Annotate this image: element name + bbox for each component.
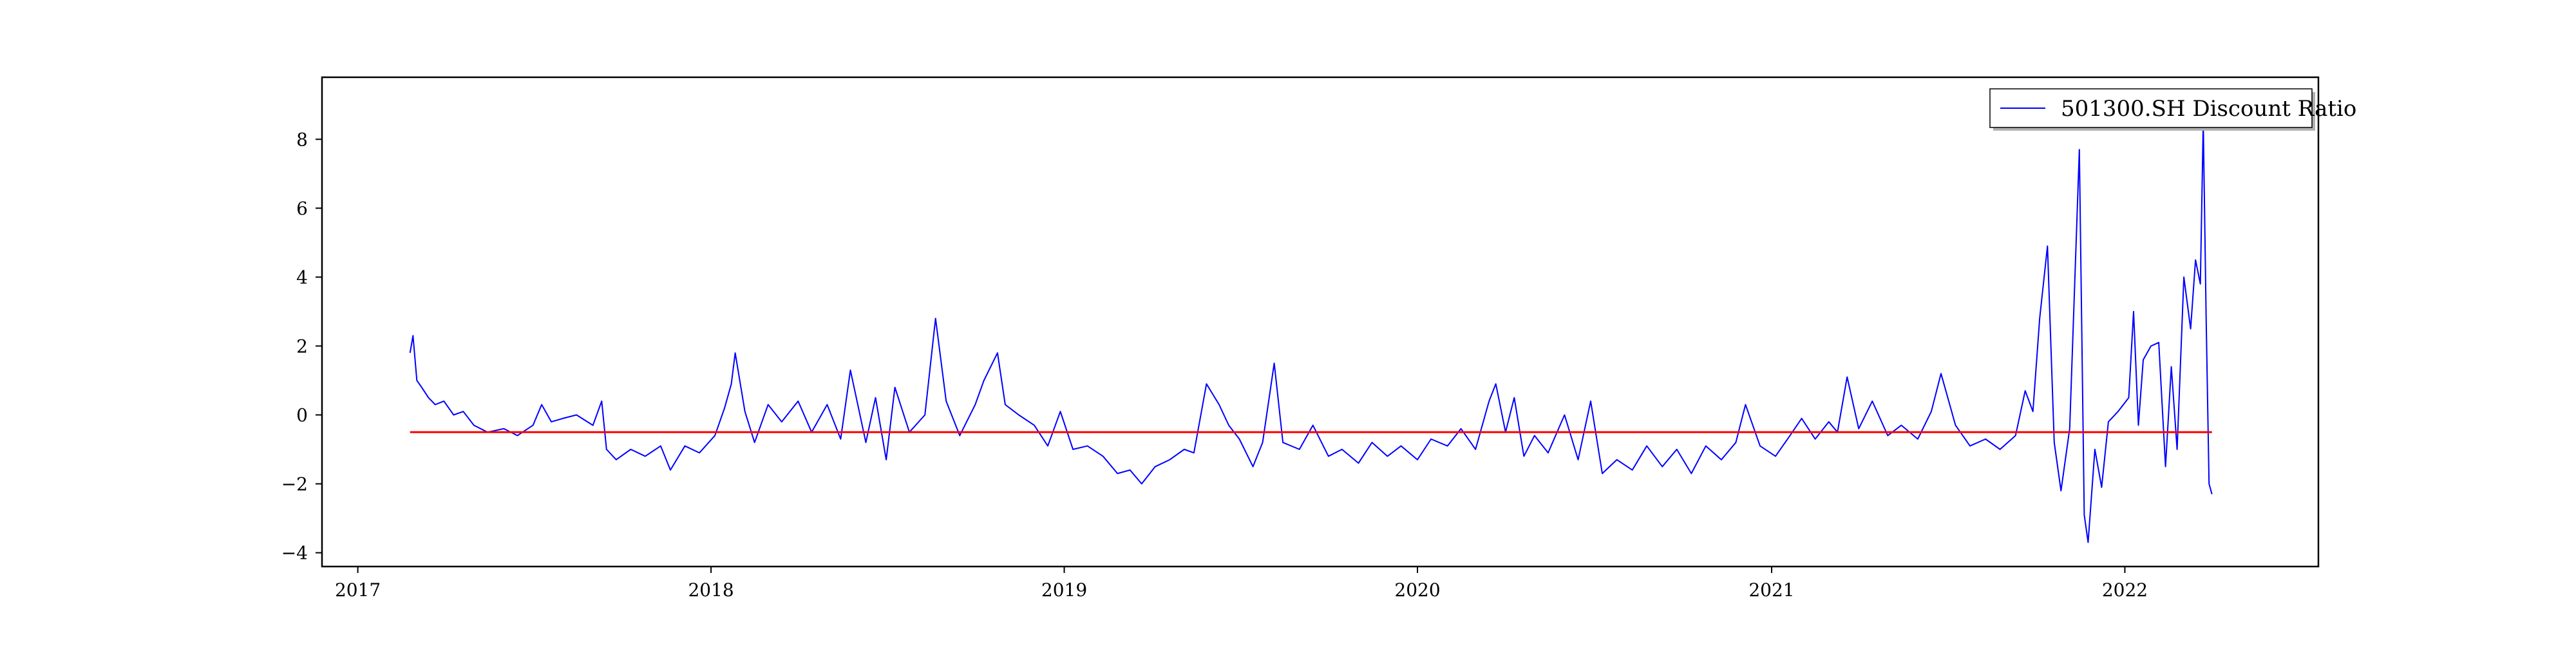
x-tick-label: 2022 (2102, 579, 2148, 601)
series-layer (409, 121, 2213, 543)
y-tick-label: −2 (281, 474, 308, 495)
y-tick-label: 8 (296, 129, 308, 150)
y-tick-label: 0 (296, 405, 308, 426)
y-tick-label: 4 (296, 267, 308, 288)
y-tick-label: 2 (296, 335, 308, 357)
y-tick-label: −4 (281, 543, 308, 564)
y-tick-label: 6 (296, 198, 308, 219)
legend-label: 501300.SH Discount Ratio (2061, 96, 2356, 122)
x-tick-label: 2017 (335, 579, 381, 601)
x-tick-label: 2018 (688, 579, 734, 601)
x-tick-label: 2021 (1748, 579, 1794, 601)
x-tick-label: 2019 (1041, 579, 1087, 601)
legend: 501300.SH Discount Ratio (1989, 88, 2356, 131)
plot-frame (321, 76, 2320, 568)
axes-layer: 2017 2018 2019 2020 2021 2022 −4 −2 0 2 4 6 8 (281, 76, 2320, 601)
series-line-discount-ratio (409, 121, 2213, 543)
x-tick-label: 2020 (1394, 579, 1440, 601)
